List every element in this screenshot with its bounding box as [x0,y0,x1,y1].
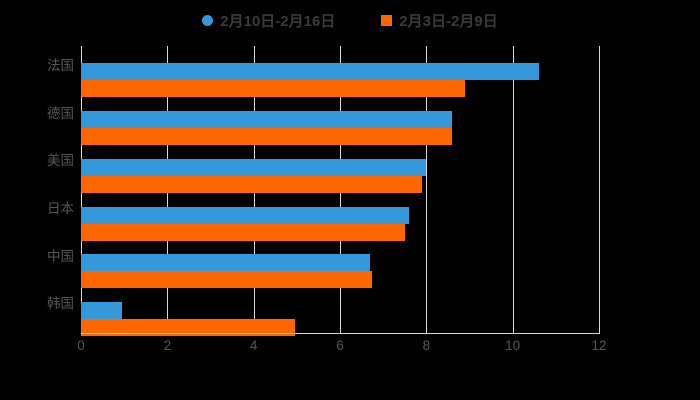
bar-德国-series-1[interactable] [81,110,453,128]
x-tick-label-4: 4 [249,338,258,353]
bar-中国-series-2[interactable] [81,271,373,289]
y-axis-label-2: 美国 [47,153,74,168]
plot-area [81,46,600,337]
x-axis-line [81,333,600,334]
bar-法国-series-1[interactable] [81,63,539,80]
bar-德国-series-2[interactable] [81,127,453,145]
bar-美国-series-2[interactable] [81,175,423,193]
legend-item-series-1[interactable]: 2月10日-2月16日 [202,10,335,31]
y-axis-labels: 法国 德国 美国 日本 中国 韩国 [0,46,74,333]
y-axis-label-1: 德国 [47,106,74,121]
bar-中国-series-1[interactable] [81,254,371,272]
gridline-10 [513,46,514,333]
gridline-8 [426,46,427,333]
bar-日本-series-2[interactable] [81,223,405,241]
bar-韩国-series-2[interactable] [81,319,295,337]
x-tick-label-6: 6 [336,338,344,353]
x-tick-label-0: 0 [77,338,85,353]
y-axis-label-4: 中国 [47,249,74,264]
y-axis-label-5: 韩国 [47,296,74,311]
x-tick-label-8: 8 [422,338,431,353]
y-axis-label-0: 法国 [47,58,74,73]
legend-label-series-1: 2月10日-2月16日 [220,12,336,30]
x-tick-label-2: 2 [163,338,172,353]
legend-label-series-2: 2月3日-2月9日 [399,12,498,30]
legend-item-series-2[interactable]: 2月3日-2月9日 [381,10,498,31]
x-tick-label-12: 12 [591,338,607,353]
chart-legend: 2月10日-2月16日 2月3日-2月9日 [0,8,700,32]
bar-法国-series-2[interactable] [81,80,466,97]
y-axis-label-3: 日本 [47,201,74,216]
gridline-12 [599,46,600,333]
bar-韩国-series-1[interactable] [81,302,122,320]
bar-美国-series-1[interactable] [81,158,427,176]
square-marker-icon [381,14,393,26]
bar-日本-series-1[interactable] [81,206,410,224]
circle-marker-icon [202,14,214,26]
x-tick-label-10: 10 [505,338,521,353]
